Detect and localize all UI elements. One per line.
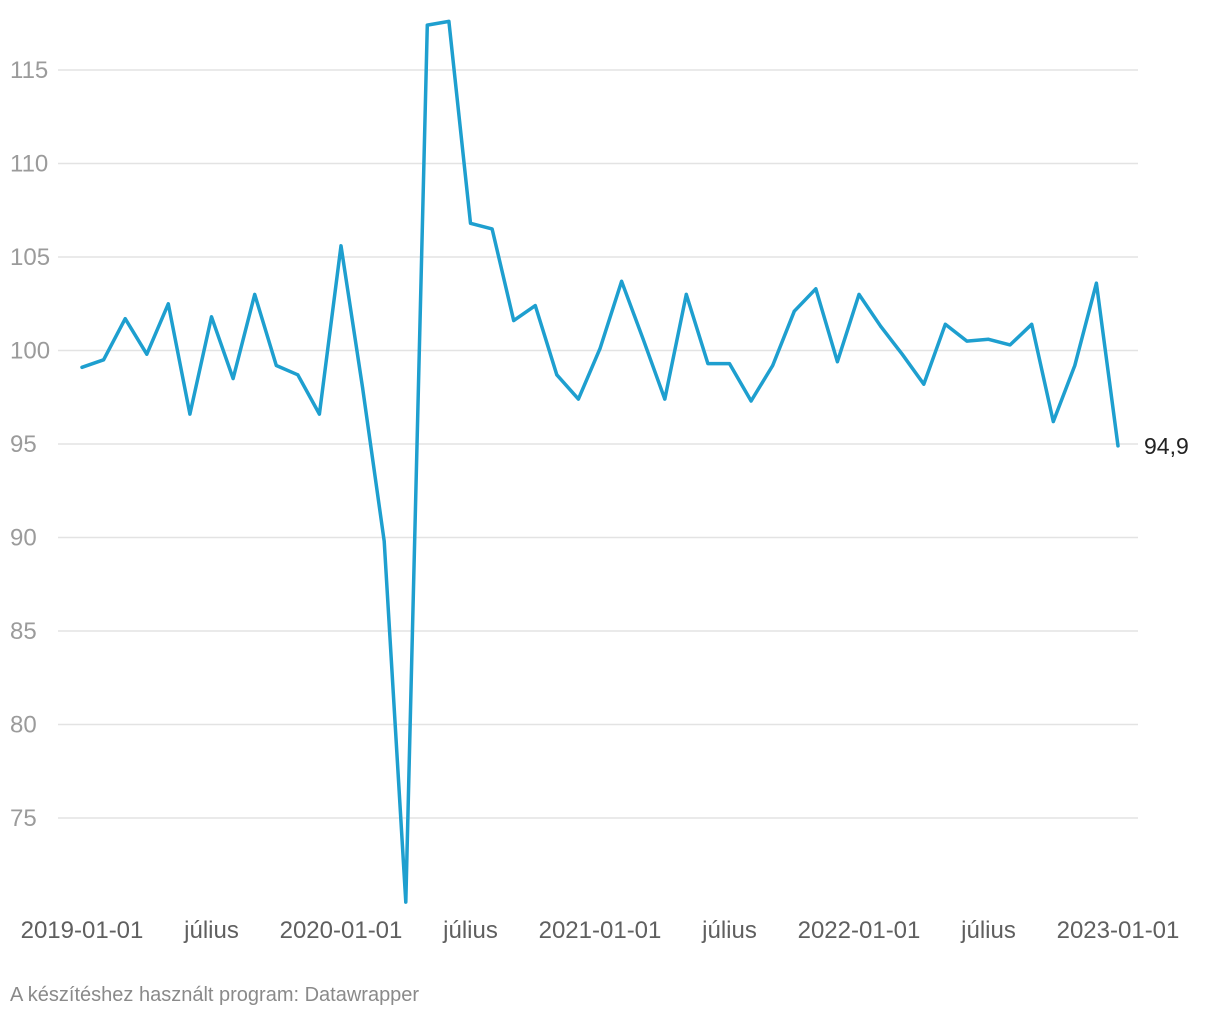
y-axis-ticks: 75 80 85 90 95 100 105 110 115: [10, 57, 50, 832]
data-point: [404, 900, 408, 904]
x-axis-ticks: 2019-01-01 július 2020-01-01 július 2021-01-…: [21, 917, 1180, 944]
data-point: [792, 309, 796, 313]
data-point: [1116, 444, 1120, 448]
data-point: [317, 412, 321, 416]
end-value-label: 94,9: [1144, 433, 1189, 459]
y-tick-label: 85: [10, 618, 37, 645]
y-tick-label: 90: [10, 525, 37, 552]
data-point: [274, 363, 278, 367]
data-point: [857, 292, 861, 296]
data-point: [1030, 322, 1034, 326]
data-point: [771, 363, 775, 367]
y-tick-label: 80: [10, 712, 37, 739]
data-point: [361, 386, 365, 390]
y-tick-label: 75: [10, 805, 37, 832]
data-point: [576, 397, 580, 401]
data-point: [188, 412, 192, 416]
data-point: [835, 360, 839, 364]
data-point: [663, 397, 667, 401]
footer-credit: A készítéshez használt program: Datawrap…: [10, 984, 420, 1006]
data-point: [879, 324, 883, 328]
data-point: [80, 365, 84, 369]
data-point: [425, 23, 429, 27]
data-point: [1051, 420, 1055, 424]
data-point: [598, 347, 602, 351]
x-tick-label: 2019-01-01: [21, 917, 144, 944]
y-tick-label: 115: [10, 57, 48, 84]
y-tick-label: 100: [10, 338, 50, 365]
x-tick-label: július: [183, 917, 239, 944]
data-point: [382, 539, 386, 543]
data-point: [965, 339, 969, 343]
data-point: [1073, 363, 1077, 367]
data-point: [145, 352, 149, 356]
data-point: [231, 377, 235, 381]
data-point: [814, 287, 818, 291]
data-point: [296, 373, 300, 377]
data-point: [684, 292, 688, 296]
data-point: [447, 19, 451, 23]
data-point: [512, 319, 516, 323]
data-points: [80, 19, 1120, 904]
gridlines: [58, 69, 1138, 819]
data-point: [123, 317, 127, 321]
data-point: [210, 315, 213, 319]
data-point: [706, 362, 710, 366]
x-tick-label: július: [442, 917, 498, 944]
x-tick-label: 2020-01-01: [280, 917, 403, 944]
data-point: [749, 399, 753, 403]
data-point: [1008, 343, 1012, 347]
data-point: [922, 382, 926, 386]
data-point: [987, 337, 990, 341]
data-point: [641, 337, 645, 341]
x-tick-label: 2021-01-01: [539, 917, 662, 944]
data-point: [339, 244, 343, 248]
data-point: [102, 358, 106, 362]
data-point: [900, 352, 904, 356]
data-point: [620, 279, 624, 283]
x-tick-label: 2023-01-01: [1057, 917, 1180, 944]
data-point: [469, 221, 472, 225]
x-tick-label: 2022-01-01: [798, 917, 921, 944]
x-tick-label: július: [701, 917, 757, 944]
data-point: [728, 362, 731, 366]
data-point: [555, 373, 559, 377]
data-point: [166, 302, 170, 306]
data-point: [943, 322, 947, 326]
series-line: [80, 19, 1120, 904]
data-point: [253, 292, 257, 296]
data-point: [490, 227, 494, 231]
x-tick-label: július: [960, 917, 1016, 944]
data-point: [533, 304, 537, 308]
y-tick-label: 105: [10, 244, 50, 271]
data-point: [1094, 281, 1098, 285]
y-tick-label: 95: [10, 431, 37, 458]
y-tick-label: 110: [10, 151, 48, 178]
